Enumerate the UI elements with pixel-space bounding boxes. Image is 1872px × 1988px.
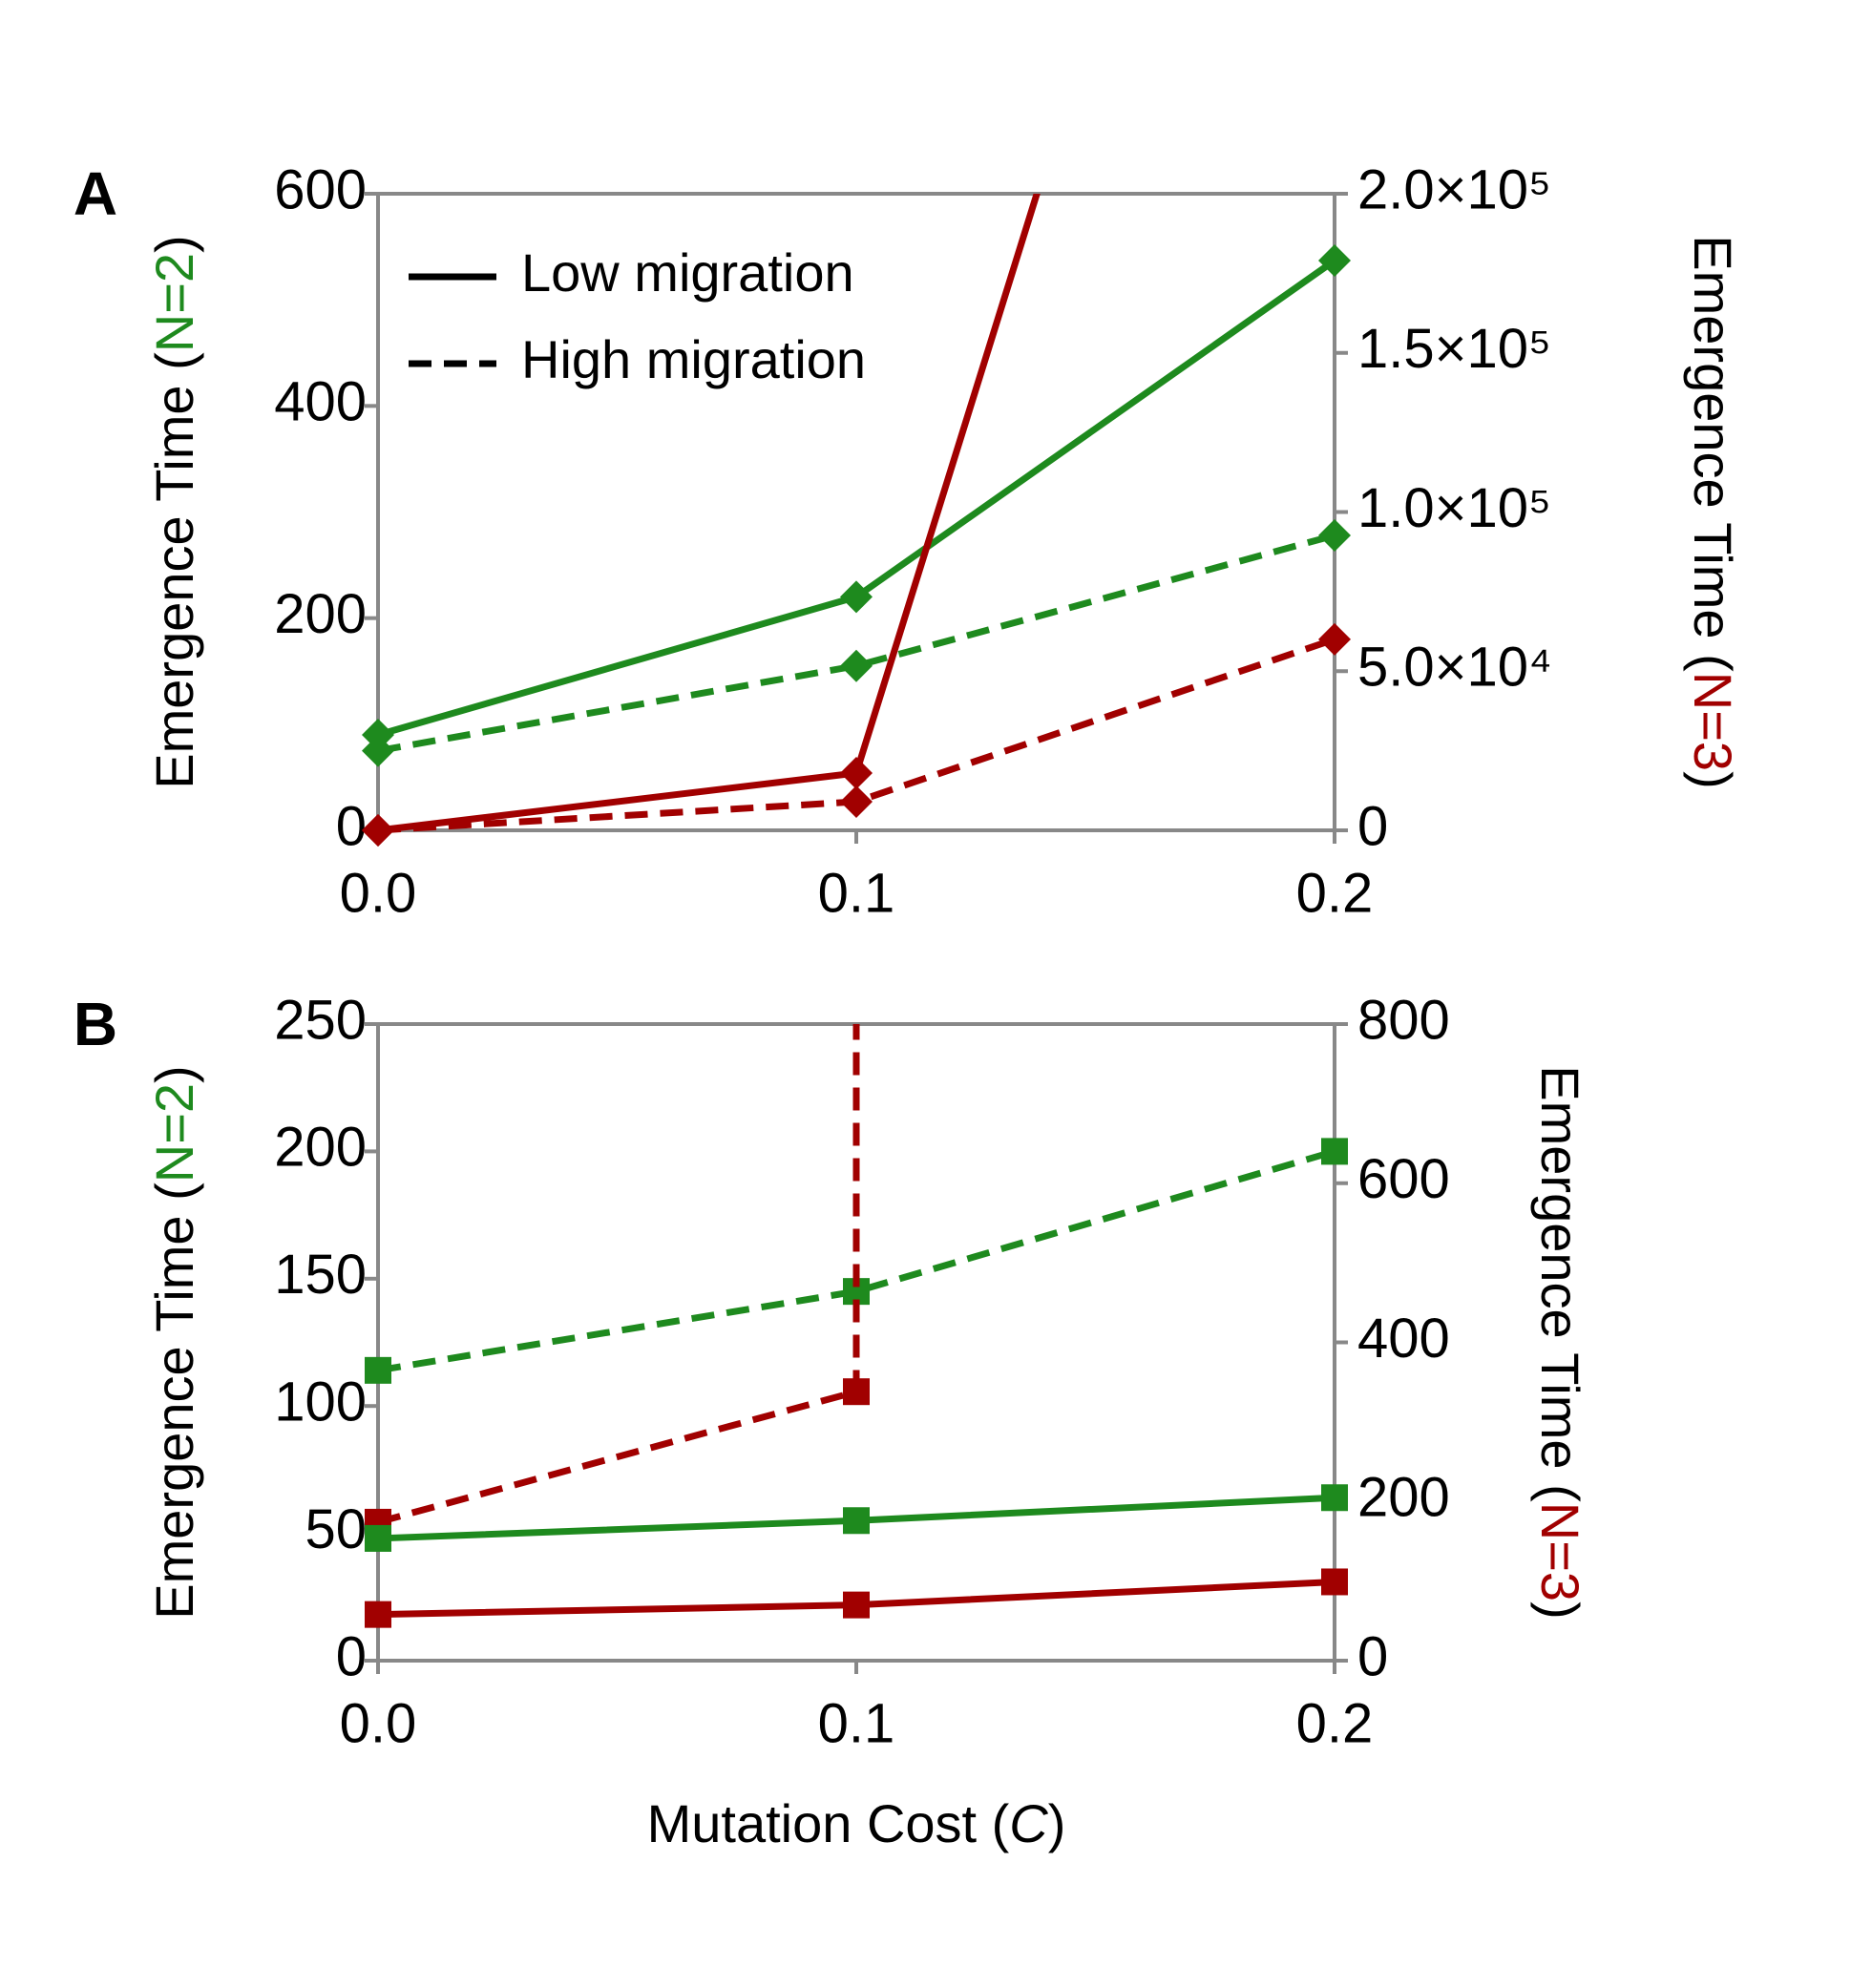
axis-label-text: Emergence Time (: [144, 352, 204, 789]
axis-label-tag: C: [1009, 1793, 1048, 1853]
y2-tick-label: 5.0×10⁴: [1357, 637, 1552, 699]
axis-label-close: ): [144, 1065, 204, 1083]
axis-label: Mutation Cost (C): [647, 1793, 1066, 1853]
axis-label: Emergence Time (N=3): [1683, 235, 1743, 788]
y-tick-label: 100: [274, 1371, 367, 1433]
marker: [843, 1378, 870, 1406]
marker: [843, 1507, 870, 1535]
axis-label-text: Emergence Time (: [144, 1182, 204, 1620]
axis-label-close: ): [1048, 1793, 1066, 1853]
y2-tick-label: 0: [1357, 795, 1388, 857]
y2-tick-label: 800: [1357, 989, 1450, 1051]
axis-label-close: ): [144, 235, 204, 253]
panel-letter: B: [74, 990, 117, 1058]
axis-label: Emergence Time (N=3): [1530, 1065, 1590, 1619]
series-line: [377, 194, 1041, 834]
marker: [1318, 244, 1351, 278]
axis-label-close: ): [1530, 1601, 1590, 1620]
x-tick-label: 0.2: [1296, 862, 1374, 924]
axis-label-tag: N=3: [1683, 672, 1743, 771]
y2-tick-label: 1.0×10⁵: [1357, 477, 1551, 539]
y2-tick-label: 600: [1357, 1148, 1450, 1210]
y-tick-label: 250: [274, 989, 367, 1051]
y2-tick-label: 1.5×10⁵: [1357, 318, 1551, 380]
y-tick-label: 600: [274, 158, 367, 220]
y2-tick-label: 400: [1357, 1308, 1450, 1370]
y-tick-label: 0: [336, 1625, 367, 1687]
marker: [840, 580, 873, 614]
axis-label-tag: N=3: [1530, 1502, 1590, 1601]
panel-letter: A: [74, 159, 117, 228]
axis-label-text: Emergence Time (: [1530, 1065, 1590, 1502]
y-tick-label: 400: [274, 371, 367, 433]
marker: [365, 1356, 391, 1384]
legend-label: Low migration: [521, 242, 854, 303]
y2-tick-label: 200: [1357, 1467, 1450, 1529]
marker: [1321, 1138, 1348, 1165]
marker: [1321, 1568, 1348, 1596]
y-tick-label: 200: [274, 1117, 367, 1179]
marker: [840, 785, 873, 818]
axis-label: Emergence Time (N=2): [144, 1065, 204, 1619]
x-tick-label: 0.2: [1296, 1692, 1374, 1754]
series-line: [377, 1148, 1336, 1374]
x-tick-label: 0.0: [340, 862, 417, 924]
y-tick-label: 0: [336, 795, 367, 857]
marker: [840, 649, 873, 682]
series-line: [377, 1024, 860, 1526]
marker: [1318, 622, 1351, 656]
axis-label-text: Mutation Cost (: [647, 1793, 1010, 1853]
marker: [365, 1524, 391, 1552]
x-tick-label: 0.0: [340, 1692, 417, 1754]
axis-label: Emergence Time (N=2): [144, 235, 204, 788]
axis-label-tag: N=2: [144, 253, 204, 352]
marker: [365, 1601, 391, 1628]
marker: [843, 1591, 870, 1619]
marker: [362, 814, 394, 847]
y-tick-label: 150: [274, 1244, 367, 1306]
x-tick-label: 0.1: [818, 862, 895, 924]
marker: [1321, 1484, 1348, 1512]
marker: [840, 756, 873, 789]
axis-label-tag: N=2: [144, 1083, 204, 1182]
y2-tick-label: 0: [1357, 1625, 1388, 1687]
x-tick-label: 0.1: [818, 1692, 895, 1754]
y-tick-label: 200: [274, 583, 367, 645]
axis-label-close: ): [1683, 771, 1743, 789]
marker: [1318, 518, 1351, 552]
series-line: [377, 532, 1336, 755]
legend-label: High migration: [521, 329, 866, 389]
y-tick-label: 50: [305, 1498, 367, 1560]
axis-label-text: Emergence Time (: [1683, 235, 1743, 672]
marker: [362, 734, 394, 767]
y2-tick-label: 2.0×10⁵: [1357, 158, 1551, 220]
